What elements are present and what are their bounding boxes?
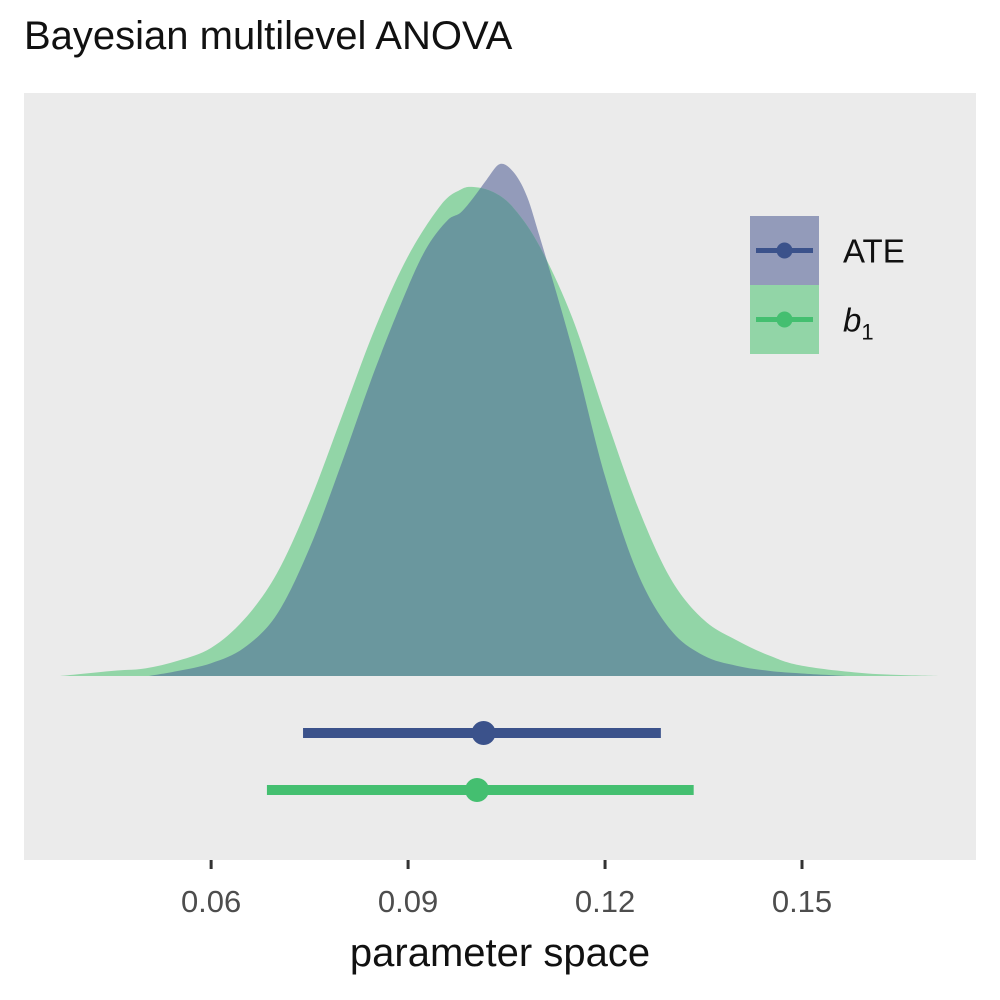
interval-layer	[266, 721, 694, 802]
legend-point-b1	[776, 311, 793, 328]
density-layer	[60, 163, 940, 676]
legend: ATE b1	[750, 216, 905, 354]
x-tick-label: 0.12	[575, 884, 635, 919]
legend-label-b1: b1	[843, 302, 874, 345]
x-tick-label: 0.06	[181, 884, 241, 919]
x-axis-title: parameter space	[350, 931, 650, 975]
legend-item-b1: b1	[750, 285, 874, 354]
x-tick-label: 0.09	[378, 884, 438, 919]
legend-item-ate: ATE	[750, 216, 905, 285]
legend-label-ate: ATE	[843, 233, 905, 270]
density-overlap	[148, 186, 848, 676]
x-tick-label: 0.15	[772, 884, 832, 919]
point-b1	[465, 778, 490, 802]
chart-title: Bayesian multilevel ANOVA	[24, 14, 513, 58]
legend-point-ate	[776, 242, 793, 259]
x-axis: 0.06 0.09 0.12 0.15	[181, 860, 832, 919]
point-ate	[471, 721, 496, 745]
